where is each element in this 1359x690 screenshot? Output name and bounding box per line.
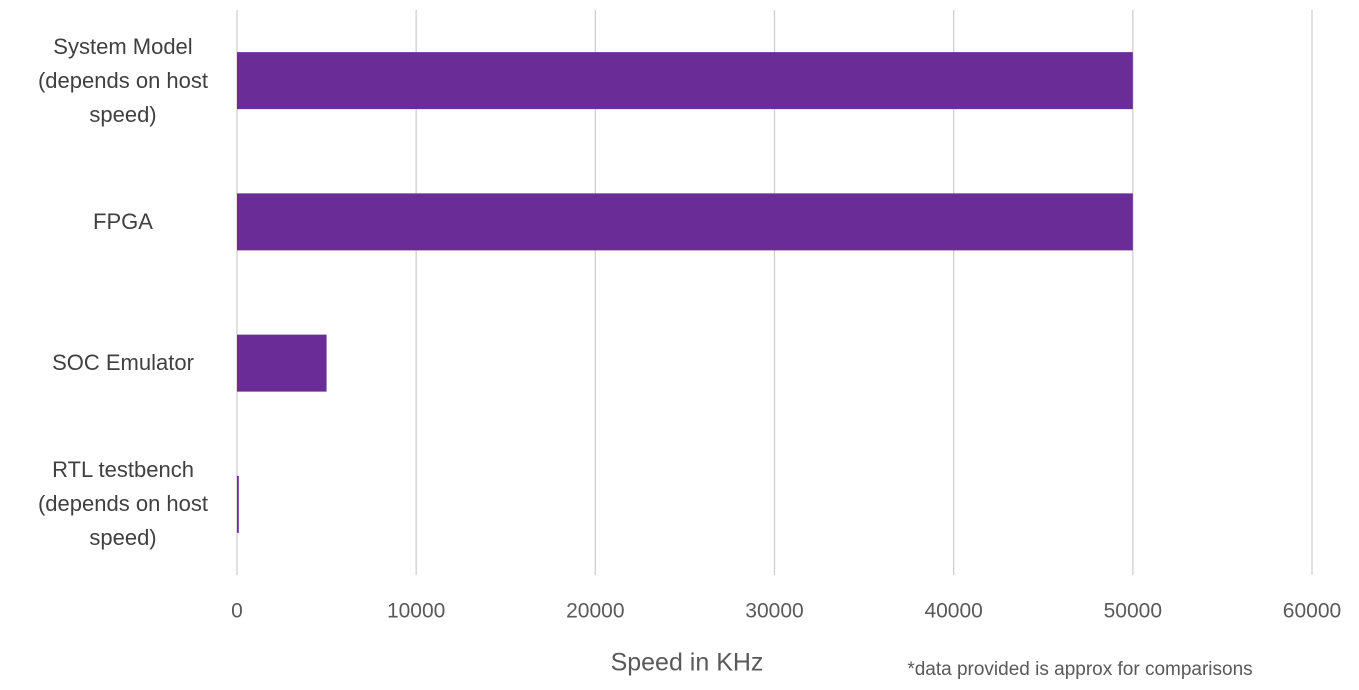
y-tick-label: RTL testbench (depends on host speed) bbox=[37, 457, 209, 551]
bar bbox=[237, 52, 1133, 110]
x-tick-label: 50000 bbox=[1104, 600, 1162, 623]
x-tick-label: 20000 bbox=[566, 600, 624, 623]
bar bbox=[237, 193, 1133, 251]
x-tick-label: 30000 bbox=[745, 600, 803, 623]
x-tick-label: 0 bbox=[231, 600, 243, 623]
y-tick-label: SOC Emulator bbox=[52, 350, 194, 376]
y-tick-label: FPGA bbox=[93, 208, 153, 234]
x-tick-label: 10000 bbox=[387, 600, 445, 623]
x-tick-label: 60000 bbox=[1283, 600, 1341, 623]
bar bbox=[237, 334, 327, 392]
y-tick-label: System Model (depends on host speed) bbox=[37, 33, 209, 127]
x-tick-label: 40000 bbox=[924, 600, 982, 623]
footnote: *data provided is approx for comparisons bbox=[907, 659, 1252, 680]
x-axis-title: Speed in KHz bbox=[611, 649, 764, 677]
bar bbox=[237, 475, 239, 533]
